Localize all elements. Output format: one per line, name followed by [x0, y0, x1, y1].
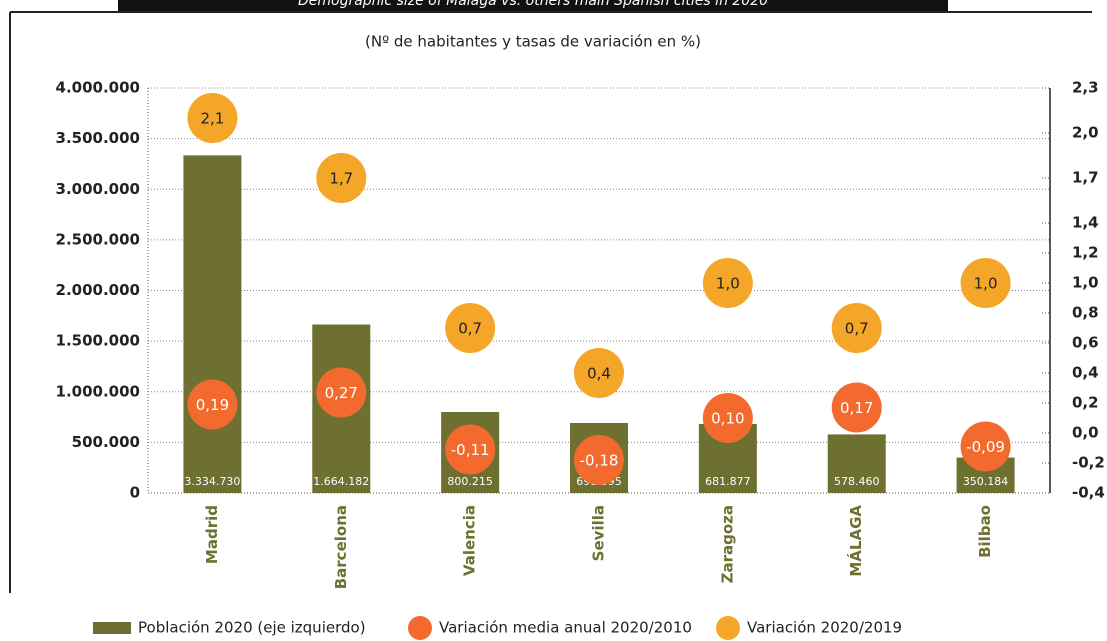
bubble-label: 0,19 [196, 396, 229, 414]
y2-tick-label: 2,3 [1072, 79, 1099, 97]
bubble-label: 0,4 [587, 365, 611, 383]
bar [827, 434, 886, 493]
bubble [702, 393, 753, 443]
chart-subtitle: (Nº de habitantes y tasas de variación e… [365, 33, 701, 51]
bubble-label: 2,1 [200, 110, 224, 128]
y2-tick-label: 1,7 [1072, 169, 1099, 187]
bubble [187, 379, 238, 430]
bar-value-label: 681.877 [705, 475, 751, 488]
bubble [316, 367, 367, 418]
bubble [831, 303, 882, 353]
y2-tick-label: 0,2 [1072, 394, 1099, 412]
bar-value-label: 578.460 [834, 475, 880, 488]
y2-tick-label: 0,4 [1072, 364, 1099, 382]
bubble [445, 424, 496, 475]
bubble [960, 258, 1011, 308]
y2-tick-label: 0,0 [1072, 424, 1099, 442]
y-tick-label: 1.000.000 [56, 382, 140, 400]
y2-tick-label: 2,0 [1072, 124, 1099, 142]
bubble-label: 0,17 [840, 399, 873, 417]
bubble [316, 153, 367, 203]
legend-label: Variación 2020/2019 [747, 619, 902, 637]
x-tick-label: Sevilla [590, 505, 608, 561]
bubble [831, 382, 882, 433]
bubble-label: 0,7 [845, 320, 869, 338]
bubble [574, 435, 624, 485]
y2-tick-label: 0,6 [1072, 334, 1099, 352]
bar-value-label: 1.664.182 [313, 475, 369, 488]
bubble-label: 0,7 [458, 320, 482, 338]
bubble-label: 0,27 [325, 384, 358, 402]
x-tick-label: MÁLAGA [846, 505, 865, 577]
x-tick-label: Bilbao [976, 505, 994, 558]
bubble-label: 1,7 [329, 170, 353, 188]
legend-label: Variación media anual 2020/2010 [439, 619, 692, 637]
x-tick-label: Valencia [461, 505, 479, 576]
bubble-label: -0,09 [966, 438, 1005, 456]
y-tick-label: 3.000.000 [56, 180, 140, 198]
chart-title: Demographic size of Málaga vs. others ma… [298, 0, 768, 9]
legend-label: Población 2020 (eje izquierdo) [138, 619, 366, 637]
y2-tick-label: -0,4 [1072, 484, 1105, 502]
bar-value-label: 800.215 [447, 475, 493, 488]
x-tick-label: Barcelona [332, 505, 350, 589]
bubble-label: 1,0 [974, 275, 998, 293]
legend-swatch [408, 616, 432, 640]
y-tick-label: 3.500.000 [56, 129, 140, 147]
y2-tick-label: -0,2 [1072, 454, 1105, 472]
bar-value-label: 350.184 [963, 475, 1009, 488]
title-banner [118, 0, 948, 12]
y2-tick-label: 0,8 [1072, 304, 1099, 322]
bubble [960, 421, 1011, 472]
bubble-label: 0,10 [711, 410, 744, 428]
bubble [445, 303, 496, 353]
bar [183, 155, 242, 493]
legend-swatch [93, 622, 131, 634]
y-tick-label: 2.500.000 [56, 230, 140, 248]
bubble-label: -0,18 [580, 452, 619, 470]
y2-tick-label: 1,4 [1072, 214, 1099, 232]
bubble-label: 1,0 [716, 275, 740, 293]
y-tick-label: 2.000.000 [56, 281, 140, 299]
x-tick-label: Zaragoza [718, 505, 736, 583]
bar-value-label: 3.334.730 [184, 475, 240, 488]
y-tick-label: 1.500.000 [56, 332, 140, 350]
y2-tick-label: 1,2 [1072, 244, 1099, 262]
y-tick-label: 500.000 [72, 433, 140, 451]
bubble-label: -0,11 [451, 441, 490, 459]
bubble [702, 258, 753, 308]
legend-swatch [716, 616, 740, 640]
y2-tick-label: 1,0 [1072, 274, 1099, 292]
y-tick-label: 0 [130, 484, 140, 502]
bubble [187, 93, 238, 143]
bubble [574, 348, 624, 398]
x-tick-label: Madrid [203, 505, 221, 564]
y-tick-label: 4.000.000 [56, 79, 140, 97]
